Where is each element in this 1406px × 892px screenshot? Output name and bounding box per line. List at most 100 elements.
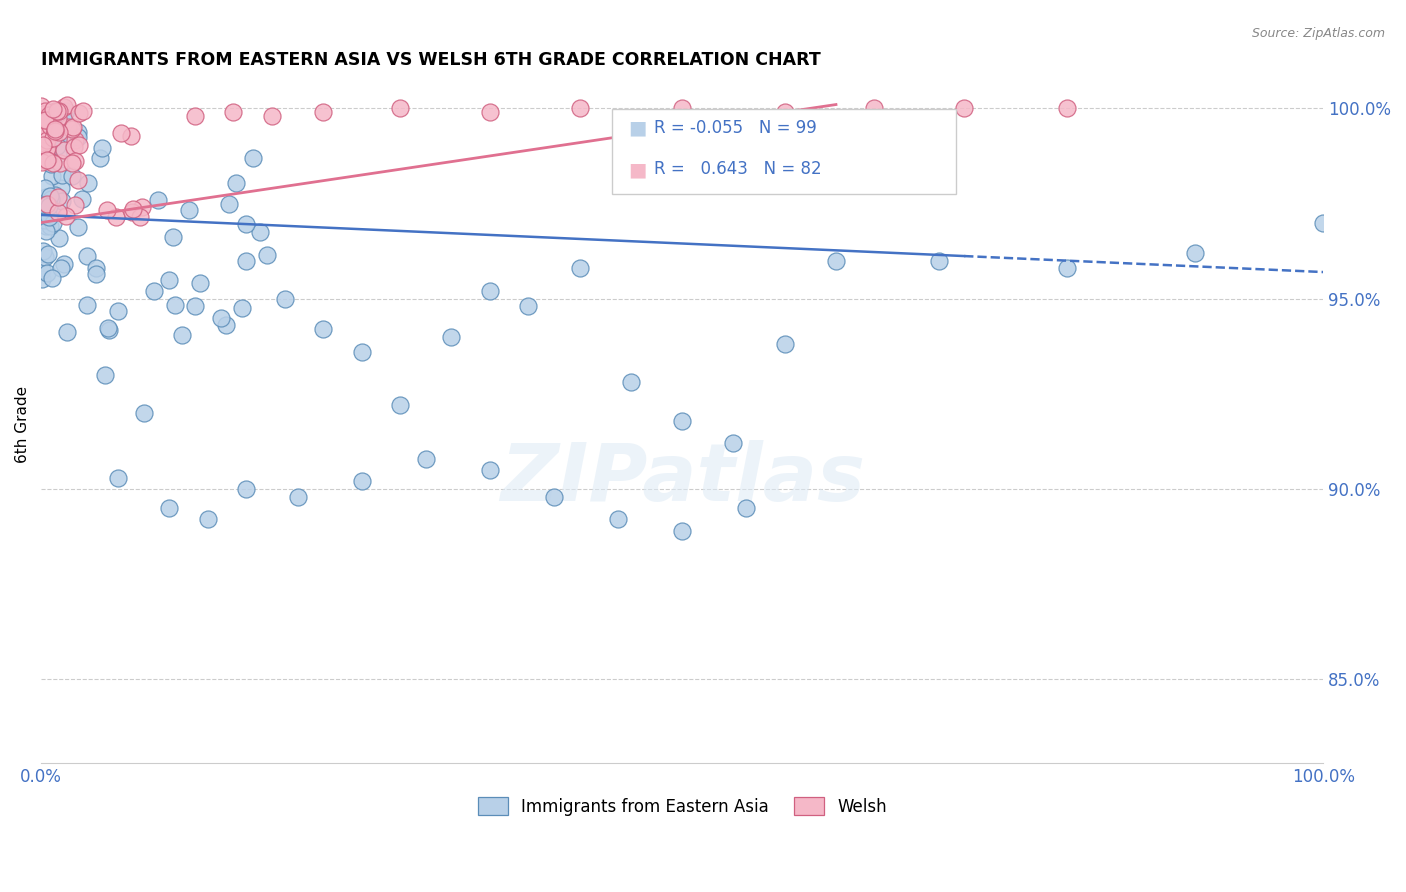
Point [260,109,283,123]
Point [44,122,66,136]
Point [56,120,79,134]
Point [34,139,56,153]
Point [209,310,232,325]
Point [72,103,94,118]
Point [148,193,170,207]
Point [51,168,73,182]
Point [32,244,55,258]
Point [256,248,278,262]
Point [37,136,59,151]
Point [42,105,65,120]
Point [42,109,65,123]
Point [110,126,132,140]
Point [89,151,111,165]
Point [38,122,60,136]
Point [517,299,540,313]
Point [31,124,53,138]
Text: Source: ZipAtlas.com: Source: ZipAtlas.com [1251,27,1385,40]
Point [60,169,83,183]
Point [42,156,65,170]
Point [58,132,80,146]
Point [235,482,257,496]
Point [42,102,65,116]
Point [825,253,848,268]
Point [440,330,463,344]
Point [35,190,58,204]
Point [249,225,271,239]
Point [37,141,59,155]
Point [34,104,56,119]
Point [31,153,53,167]
Point [94,368,117,382]
Point [184,299,207,313]
Point [312,105,335,120]
Point [39,157,62,171]
Point [46,190,69,204]
Point [607,512,630,526]
Point [39,219,62,233]
Point [568,261,591,276]
Point [76,298,98,312]
Point [42,216,65,230]
Point [48,231,70,245]
Point [67,125,90,139]
Point [44,120,66,134]
Point [46,111,69,125]
Point [55,103,77,118]
Point [52,100,75,114]
Point [543,490,565,504]
Point [56,326,79,340]
Text: ZIPatlas: ZIPatlas [499,440,865,517]
Point [389,398,412,412]
Point [44,124,66,138]
Point [41,271,63,285]
Point [35,219,58,233]
Point [121,204,143,219]
Point [34,153,56,167]
Point [157,501,180,516]
Point [41,153,63,167]
Point [225,176,247,190]
Point [129,210,152,224]
Point [37,247,59,261]
Point [773,105,796,120]
Point [48,124,70,138]
Point [37,152,59,166]
Point [60,155,83,169]
Point [67,105,90,120]
Point [170,328,193,343]
Point [62,120,84,135]
Text: ■: ■ [628,119,647,138]
Point [350,345,373,359]
Point [197,512,219,526]
Point [38,199,60,213]
Point [38,128,60,143]
Point [41,192,63,206]
Point [91,141,114,155]
Point [131,200,153,214]
Point [63,139,86,153]
Point [723,436,745,450]
Point [242,151,264,165]
Point [32,108,55,122]
Point [478,105,501,120]
Point [46,147,69,161]
Point [1312,216,1334,230]
Point [46,136,69,151]
Point [287,490,309,504]
Point [415,451,437,466]
Point [32,127,55,141]
Point [66,220,89,235]
Point [157,273,180,287]
Point [953,101,976,115]
Point [49,156,72,170]
Point [30,99,52,113]
Point [52,108,75,122]
Text: R =   0.643   N = 82: R = 0.643 N = 82 [654,161,821,178]
Point [72,192,94,206]
Point [105,211,128,225]
Point [863,101,886,115]
Point [84,260,107,275]
Point [38,107,60,121]
Point [107,304,129,318]
